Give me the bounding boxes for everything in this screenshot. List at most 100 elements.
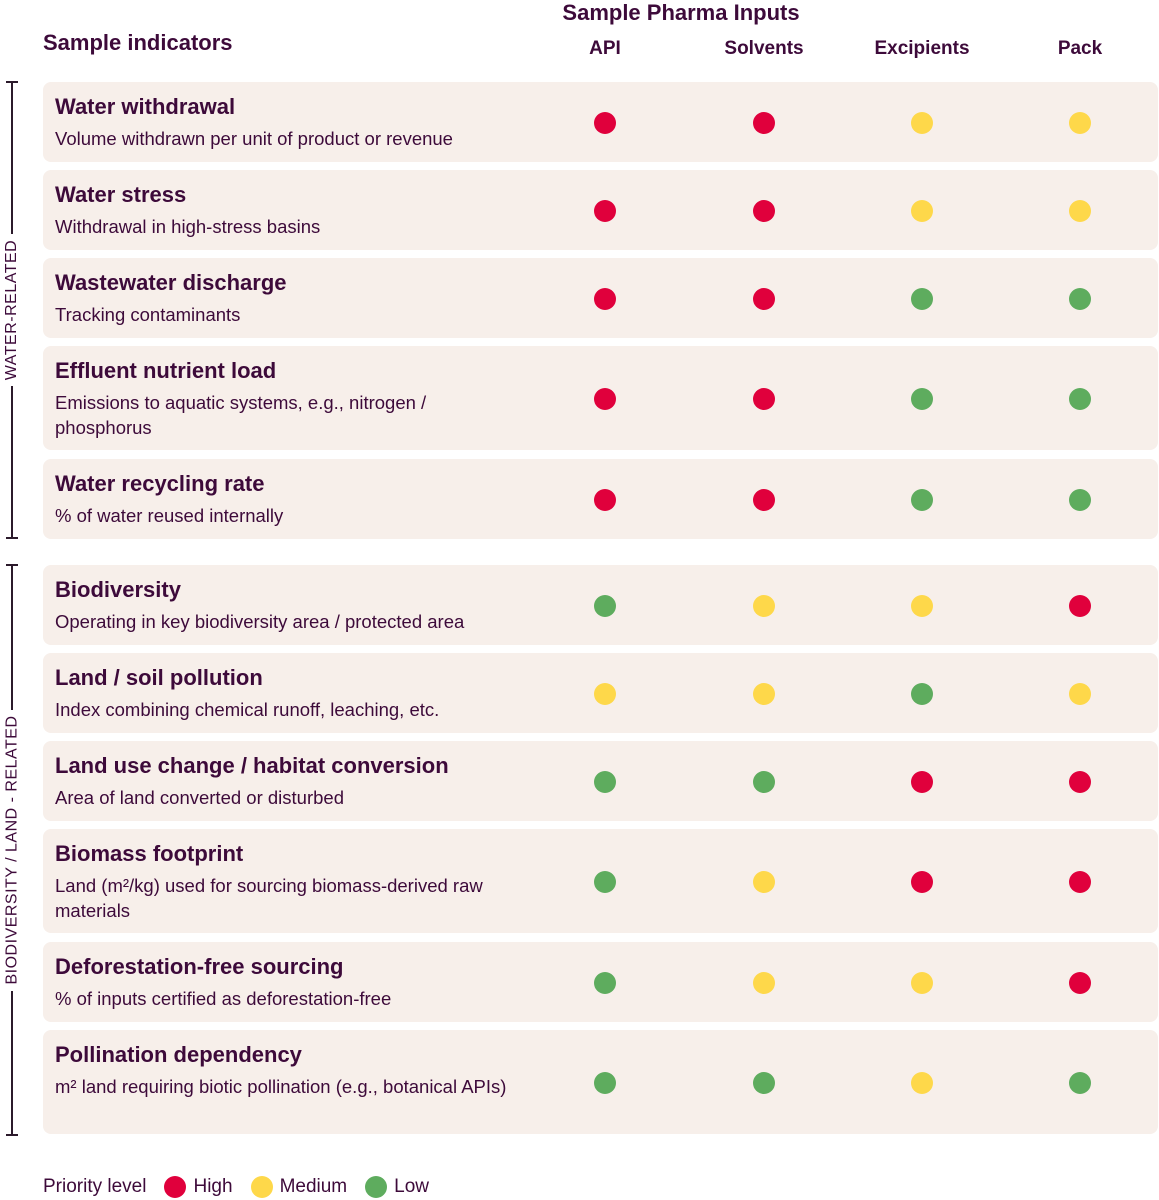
- priority-dot-high: [594, 288, 616, 310]
- legend-dot-low: [365, 1176, 388, 1198]
- indicator-description: Operating in key biodiversity area / pro…: [55, 611, 465, 632]
- indicator-title: Land / soil pollution: [55, 665, 263, 690]
- priority-dot-medium: [1069, 683, 1091, 705]
- priority-dot-low: [753, 771, 775, 793]
- priority-dot-low: [594, 1072, 616, 1094]
- priority-dot-low: [1069, 388, 1091, 410]
- indicator-title: Water stress: [55, 182, 187, 207]
- priority-dot-medium: [1069, 200, 1091, 222]
- section-label-backdrop: [0, 709, 24, 991]
- indicator-description: Area of land converted or disturbed: [55, 787, 344, 808]
- indicator-description: Land (m²/kg) used for sourcing biomass-d…: [55, 875, 483, 921]
- priority-dot-low: [1069, 288, 1091, 310]
- indicator-row: Pollination dependency m² land requiring …: [43, 1030, 1158, 1134]
- indicator-description: Volume withdrawn per unit of product or …: [55, 128, 453, 149]
- section-label: BIODIVERSITY / LAND - RELATED: [3, 715, 21, 985]
- priority-dot-high: [753, 388, 775, 410]
- priority-dot-low: [911, 489, 933, 511]
- priority-dot-low: [594, 871, 616, 893]
- section-label-backdrop: [0, 234, 24, 386]
- priority-dot-high: [594, 388, 616, 410]
- indicator-title: Biodiversity: [55, 577, 181, 602]
- legend-item-high: High: [164, 1176, 233, 1198]
- priority-dot-high: [753, 288, 775, 310]
- priority-dot-low: [1069, 1072, 1091, 1094]
- indicator-description: Index combining chemical runoff, leachin…: [55, 699, 440, 720]
- priority-dot-medium: [911, 595, 933, 617]
- priority-dot-medium: [753, 972, 775, 994]
- legend-dot-medium: [250, 1176, 273, 1198]
- indicator-title: Water recycling rate: [55, 471, 265, 496]
- priority-dot-high: [594, 200, 616, 222]
- priority-dot-medium: [753, 595, 775, 617]
- legend-item-low: Low: [365, 1176, 429, 1198]
- priority-dot-low: [911, 288, 933, 310]
- legend-item-label: High: [193, 1176, 233, 1197]
- indicator-title: Deforestation-free sourcing: [55, 954, 344, 979]
- indicator-row: Wastewater discharge Tracking contaminant…: [43, 258, 1158, 338]
- indicator-row: Water withdrawal Volume withdrawn per uni…: [43, 82, 1158, 162]
- priority-dot-medium: [753, 871, 775, 893]
- indicator-description: % of inputs certified as deforestation-f…: [55, 988, 392, 1009]
- priority-dot-high: [594, 489, 616, 511]
- priority-dot-medium: [594, 683, 616, 705]
- legend-item-label: Medium: [279, 1176, 348, 1197]
- legend-dot-high: [164, 1176, 187, 1198]
- column-group-title: Sample Pharma Inputs: [562, 0, 800, 25]
- indicator-row: Effluent nutrient load Emissions to aquat…: [43, 346, 1158, 450]
- legend-item-medium: Medium: [250, 1176, 348, 1198]
- indicator-description: % of water reused internally: [55, 505, 284, 526]
- section-bracket-cap: [6, 537, 18, 539]
- indicator-title: Water withdrawal: [55, 94, 236, 119]
- indicators-title: Sample indicators: [43, 30, 233, 55]
- priority-dot-high: [753, 489, 775, 511]
- priority-dot-medium: [1069, 112, 1091, 134]
- column-header-api: API: [589, 38, 621, 59]
- priority-dot-low: [911, 683, 933, 705]
- indicator-description: Emissions to aquatic systems, e.g., nitr…: [55, 392, 427, 438]
- section-label: WATER-RELATED: [3, 239, 21, 381]
- indicator-description: Withdrawal in high-stress basins: [55, 216, 321, 237]
- indicator-row: Biodiversity Operating in key biodiversit…: [43, 565, 1158, 645]
- section-bracket-cap: [6, 1134, 18, 1136]
- priority-legend: Priority level High Medium Low: [43, 1174, 429, 1200]
- section-bracket-cap: [6, 564, 18, 566]
- priority-dot-low: [1069, 489, 1091, 511]
- indicator-row: Land / soil pollution Index combining che…: [43, 653, 1158, 733]
- priority-dot-medium: [911, 200, 933, 222]
- priority-dot-high: [911, 771, 933, 793]
- priority-dot-low: [911, 388, 933, 410]
- legend-label: Priority level: [43, 1176, 147, 1197]
- indicator-description: Tracking contaminants: [55, 304, 241, 325]
- priority-dot-high: [594, 112, 616, 134]
- indicator-row: Deforestation-free sourcing % of inputs c…: [43, 942, 1158, 1022]
- section-bracket-cap: [6, 81, 18, 83]
- indicator-title: Wastewater discharge: [55, 270, 287, 295]
- indicator-title: Effluent nutrient load: [55, 358, 277, 383]
- priority-dot-low: [594, 771, 616, 793]
- priority-dot-medium: [911, 1072, 933, 1094]
- indicator-row: Water stress Withdrawal in high-stress ba…: [43, 170, 1158, 250]
- priority-dot-medium: [753, 683, 775, 705]
- priority-dot-medium: [911, 112, 933, 134]
- column-header-pack: Pack: [1057, 38, 1103, 59]
- indicator-row: Land use change / habitat conversion Area…: [43, 741, 1158, 821]
- priority-dot-high: [753, 200, 775, 222]
- priority-dot-high: [1069, 871, 1091, 893]
- priority-dot-low: [753, 1072, 775, 1094]
- column-header-excipients: Excipients: [874, 38, 970, 59]
- indicator-title: Land use change / habitat conversion: [55, 753, 449, 778]
- priority-dot-high: [1069, 595, 1091, 617]
- indicator-row: Biomass footprint Land (m²/kg) used for s…: [43, 829, 1158, 933]
- indicator-title: Pollination dependency: [55, 1042, 302, 1067]
- column-header-solvents: Solvents: [724, 38, 804, 59]
- indicator-title: Biomass footprint: [55, 841, 244, 866]
- priority-dot-low: [594, 595, 616, 617]
- priority-dot-medium: [911, 972, 933, 994]
- legend-item-label: Low: [394, 1176, 429, 1197]
- priority-dot-high: [1069, 972, 1091, 994]
- indicator-description: m² land requiring biotic pollination (e.…: [55, 1076, 507, 1097]
- priority-dot-low: [594, 972, 616, 994]
- priority-dot-high: [1069, 771, 1091, 793]
- priority-dot-high: [753, 112, 775, 134]
